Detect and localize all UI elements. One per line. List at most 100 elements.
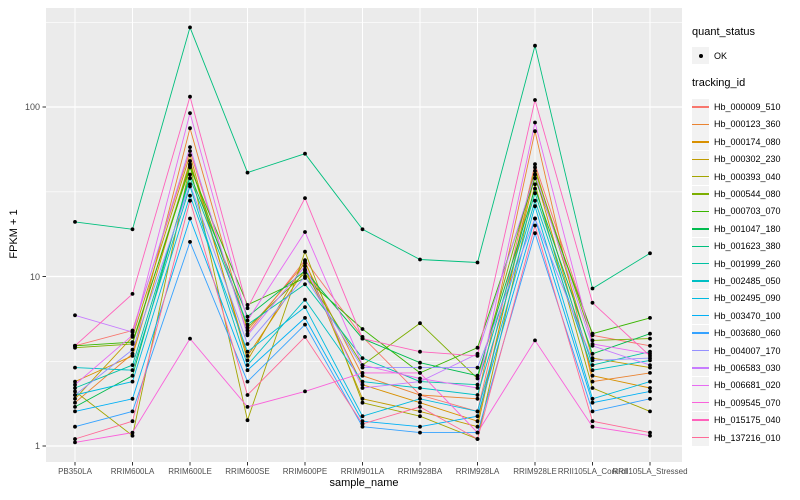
data-point: [648, 433, 652, 438]
y-tick-label: 100: [24, 102, 40, 112]
data-point: [303, 268, 307, 273]
data-point: [590, 363, 595, 367]
point-symbol-icon: [698, 53, 703, 58]
data-point: [73, 396, 77, 401]
data-point: [73, 382, 77, 387]
legend-item-label: Hb_137216_010: [714, 432, 781, 443]
data-point: [73, 437, 77, 441]
data-point: [648, 363, 652, 367]
data-point: [188, 25, 192, 30]
legend-key-box: [692, 98, 709, 116]
data-point: [360, 336, 365, 341]
data-point: [303, 316, 307, 320]
data-point: [418, 409, 422, 414]
data-point: [648, 316, 652, 320]
legend-key-box: [692, 202, 709, 220]
legend-tracking-id: tracking_id Hb_000009_510 Hb_000123_360 Hb…: [692, 77, 798, 446]
data-point: [360, 424, 365, 429]
data-point: [648, 409, 652, 414]
x-tick-label: RRIM600SE: [225, 467, 270, 476]
data-point: [418, 360, 422, 365]
y-tick-label: 1: [34, 441, 40, 451]
legend-line-swatch: [692, 349, 709, 352]
data-point: [590, 338, 595, 343]
data-point: [245, 333, 250, 338]
legend-item-label: Hb_009545_070: [714, 397, 781, 408]
data-point: [73, 409, 77, 414]
data-point: [73, 405, 77, 409]
legend-item-label: Hb_003680_060: [714, 328, 781, 339]
data-point: [130, 396, 135, 401]
legend-item-label: Hb_000009_510: [714, 102, 781, 113]
data-point: [245, 418, 250, 423]
x-tick-label: RRII105LA_Stressed: [612, 467, 688, 476]
y-axis-title: FPKM + 1: [8, 209, 20, 259]
data-point: [533, 172, 537, 177]
data-point: [303, 196, 307, 201]
data-point: [303, 259, 307, 264]
legend-item-Hb_000393_040: Hb_000393_040: [692, 168, 798, 186]
legend-item-Hb_000302_230: Hb_000302_230: [692, 150, 798, 168]
data-point: [590, 373, 595, 378]
data-point: [418, 376, 422, 381]
data-point: [533, 129, 537, 134]
data-point: [590, 331, 595, 336]
data-point: [648, 396, 652, 401]
data-point: [245, 306, 250, 311]
data-point: [73, 389, 77, 394]
data-point: [73, 379, 77, 384]
data-point: [360, 386, 365, 390]
data-point: [188, 111, 192, 115]
legend-key-box: [692, 255, 709, 273]
data-point: [418, 365, 422, 370]
data-point: [360, 371, 365, 375]
data-point: [188, 126, 192, 131]
data-point: [590, 358, 595, 363]
data-point: [130, 292, 135, 296]
data-point: [360, 327, 365, 331]
data-point: [73, 393, 77, 397]
data-point: [475, 409, 480, 414]
data-point: [360, 414, 365, 419]
data-point: [73, 365, 77, 370]
data-point: [418, 321, 422, 326]
data-point: [475, 376, 480, 381]
legend-line-swatch: [692, 123, 709, 126]
data-point: [590, 379, 595, 384]
x-tick-label: RRIM928LE: [513, 467, 557, 476]
legend-item-Hb_004007_170: Hb_004007_170: [692, 342, 798, 360]
data-point: [188, 172, 192, 177]
y-tick-label: 10: [29, 271, 40, 282]
data-point: [188, 94, 192, 99]
legend-item-Hb_003680_060: Hb_003680_060: [692, 324, 798, 342]
data-point: [418, 371, 422, 375]
legend-item-label: Hb_004007_170: [714, 345, 781, 356]
data-point: [418, 405, 422, 409]
legend-line-swatch: [692, 245, 709, 247]
x-tick-label: PB350LA: [58, 467, 92, 476]
data-point: [533, 186, 537, 191]
data-point: [418, 386, 422, 390]
legend-item-ok: OK: [692, 47, 798, 65]
x-tick-label: RRIM600PE: [282, 467, 328, 476]
legend-line-swatch: [692, 315, 709, 317]
data-point: [648, 331, 652, 336]
data-point: [648, 389, 652, 394]
x-tick-label: RRIM928BA: [397, 467, 443, 476]
data-point: [130, 333, 135, 338]
data-point: [188, 198, 192, 203]
data-point: [590, 386, 595, 390]
data-point: [188, 162, 192, 167]
data-point: [648, 386, 652, 390]
data-point: [360, 363, 365, 367]
legend-item-Hb_001047_180: Hb_001047_180: [692, 220, 798, 238]
data-point: [475, 260, 480, 265]
data-point: [590, 409, 595, 414]
data-point: [130, 419, 135, 424]
data-point: [130, 409, 135, 414]
data-point: [303, 335, 307, 339]
legend-quant-status: quant_status OK: [692, 26, 798, 65]
data-point: [73, 440, 77, 445]
data-point: [475, 365, 480, 370]
legend: quant_status OK tracking_id Hb_000009_51…: [692, 26, 798, 446]
